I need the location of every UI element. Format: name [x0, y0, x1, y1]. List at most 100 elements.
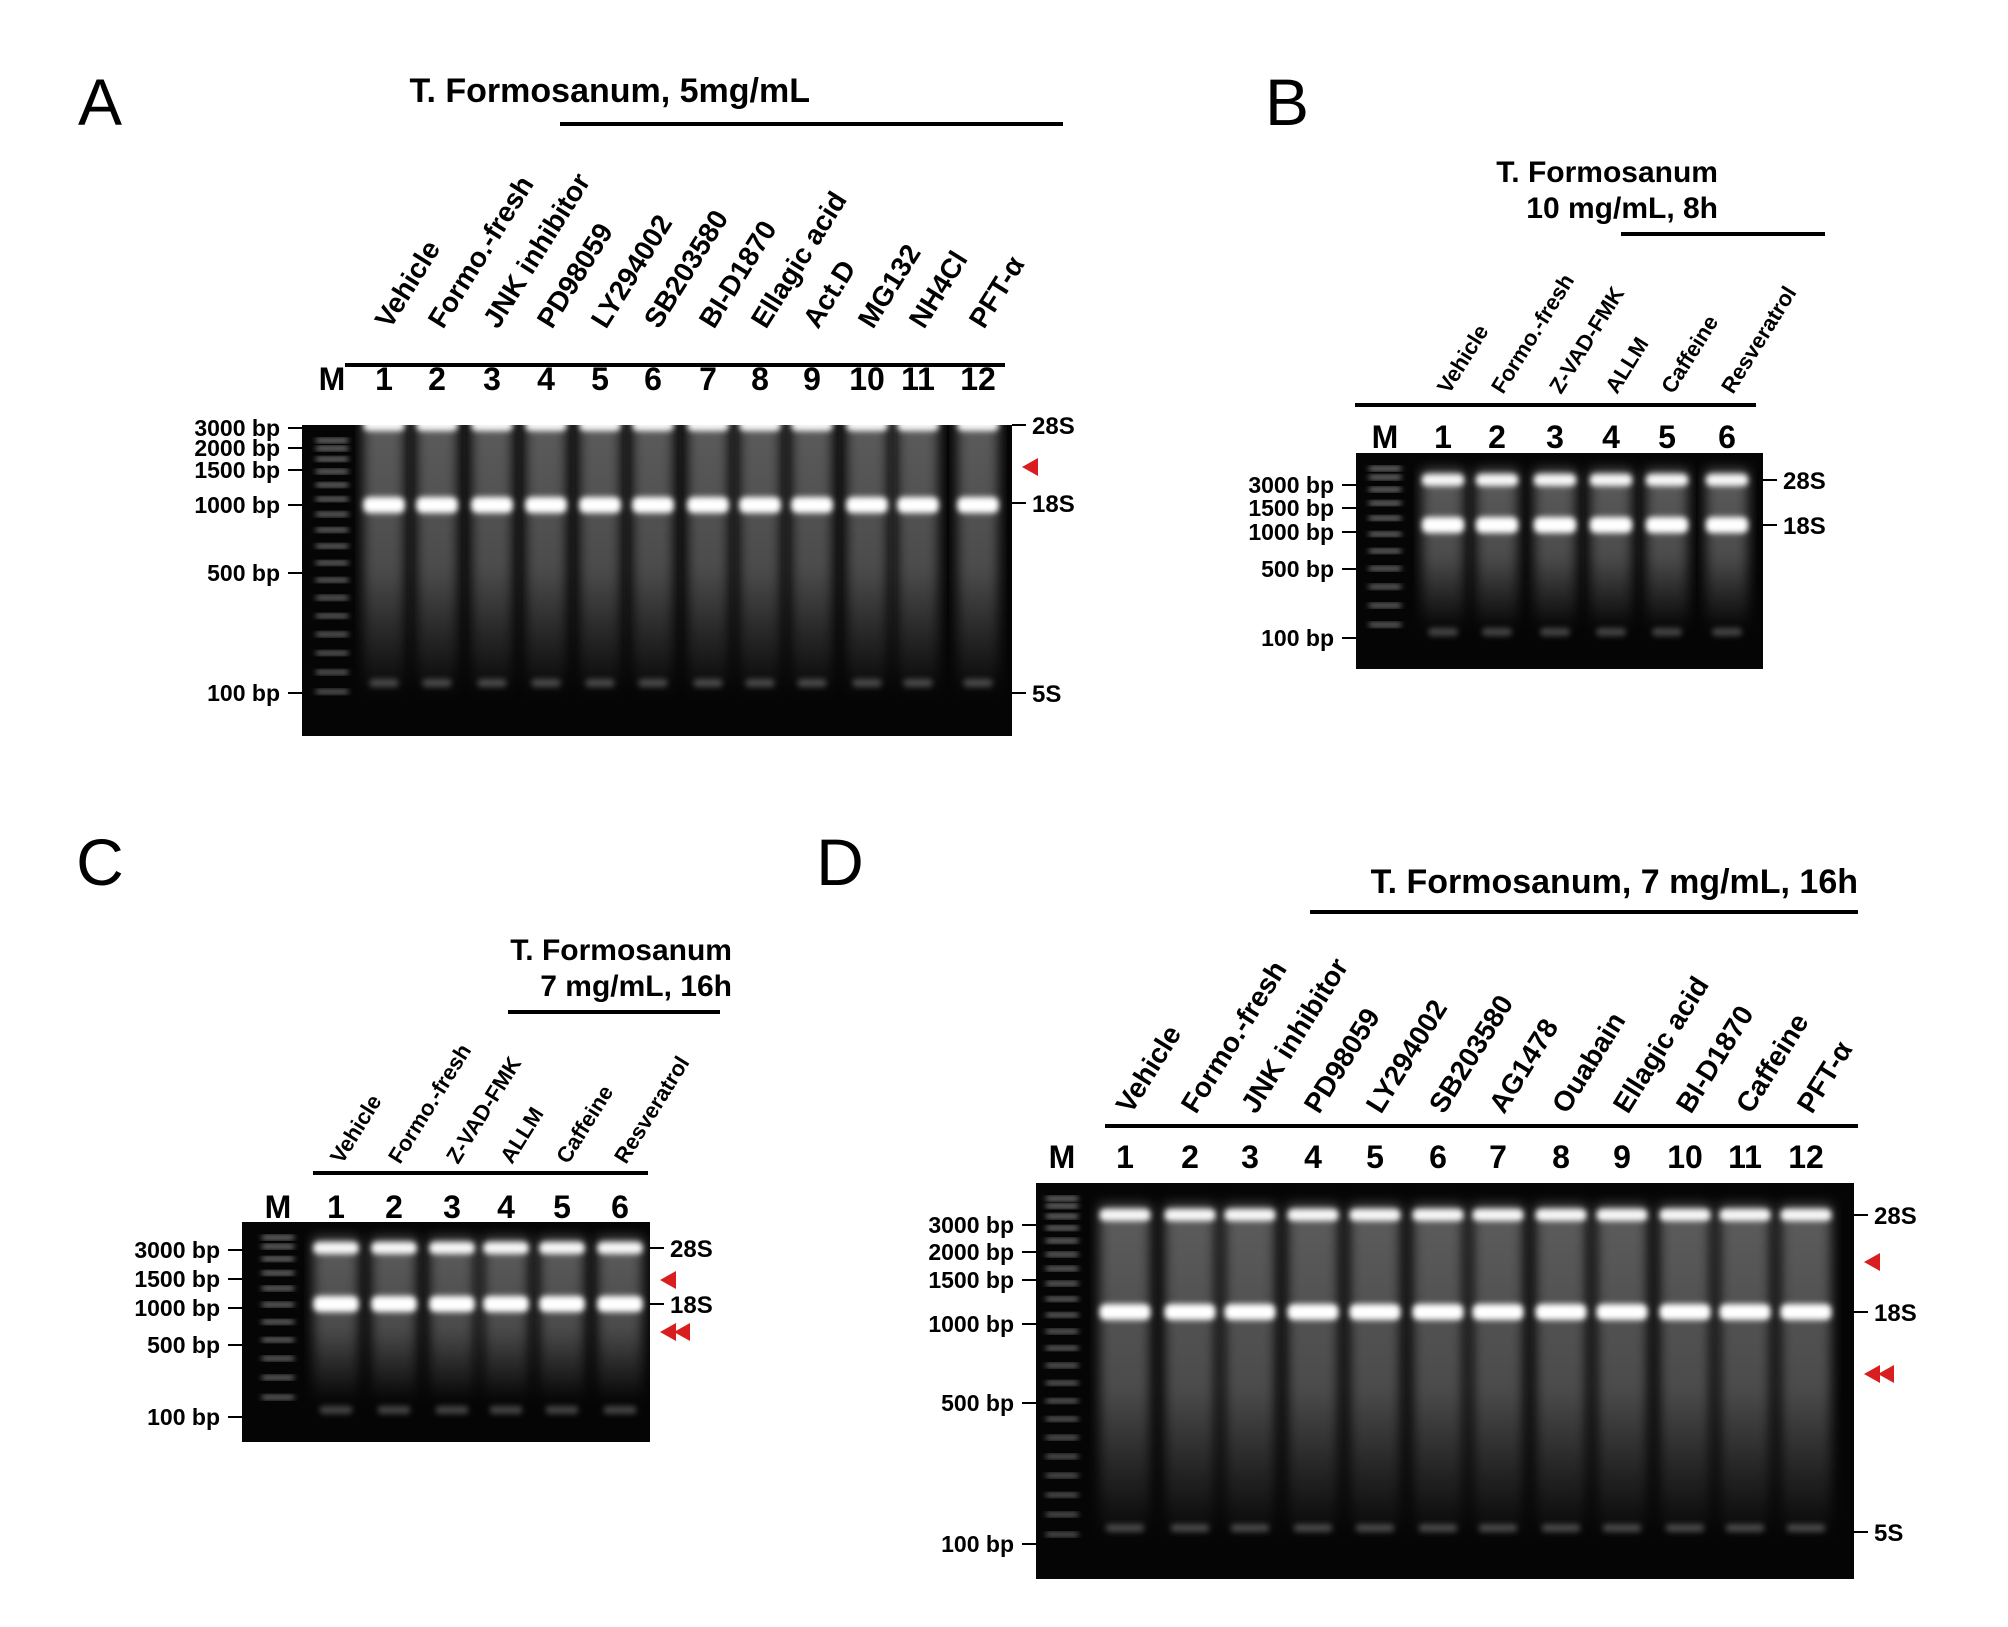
arrowhead-icon — [660, 1323, 676, 1341]
ladder-size-label-D-1: 3000 bp — [928, 1212, 1014, 1238]
lane-number-A-10: 10 — [849, 361, 885, 397]
sample-lane-D-8 — [1535, 1205, 1587, 1539]
lane-number-A-7: 7 — [699, 361, 717, 397]
lane-number-D-3: 3 — [1241, 1139, 1259, 1175]
marker-lane-label-C: M — [265, 1189, 292, 1225]
sample-lane-D-4 — [1287, 1205, 1339, 1539]
lane-number-B-5: 5 — [1658, 419, 1676, 455]
panel-label-C: C — [76, 825, 124, 899]
lane-number-A-6: 6 — [644, 361, 662, 397]
sample-lane-D-3 — [1224, 1205, 1276, 1539]
lane-number-C-2: 2 — [385, 1189, 403, 1225]
lane-number-B-4: 4 — [1602, 419, 1620, 455]
panel-label-B: B — [1265, 65, 1309, 139]
ladder-size-label-D-3: 1500 bp — [928, 1267, 1014, 1293]
lane-number-D-5: 5 — [1366, 1139, 1384, 1175]
rrna-label-A-18S: 18S — [1032, 491, 1075, 518]
ladder-lane-A — [316, 439, 348, 694]
lane-number-D-8: 8 — [1552, 1139, 1570, 1175]
lane-number-B-6: 6 — [1718, 419, 1736, 455]
sample-lane-D-5 — [1349, 1205, 1401, 1539]
sample-lane-A-2 — [416, 415, 458, 696]
lane-number-C-1: 1 — [327, 1189, 345, 1225]
lane-number-A-2: 2 — [428, 361, 446, 397]
sample-lane-D-9 — [1596, 1205, 1648, 1539]
treatment-title-C-line-2: 7 mg/mL, 16h — [540, 970, 732, 1003]
ladder-size-label-D-5: 500 bp — [941, 1390, 1014, 1416]
arrowhead-icon — [1864, 1253, 1880, 1271]
arrowhead-icon — [660, 1271, 676, 1289]
lane-number-A-1: 1 — [375, 361, 393, 397]
sample-lane-B-3 — [1533, 470, 1577, 636]
sample-lane-A-10 — [846, 415, 888, 696]
sample-lane-A-7 — [687, 415, 729, 696]
rrna-label-A-28S: 28S — [1032, 413, 1075, 440]
lane-number-C-6: 6 — [611, 1189, 629, 1225]
sample-lane-D-7 — [1472, 1205, 1524, 1539]
ladder-size-label-B-2: 1500 bp — [1248, 495, 1334, 521]
lane-number-D-9: 9 — [1613, 1139, 1631, 1175]
ladder-size-label-B-4: 500 bp — [1261, 556, 1334, 582]
sample-lane-A-5 — [579, 415, 621, 696]
lane-number-A-11: 11 — [901, 361, 935, 397]
ladder-size-label-B-5: 100 bp — [1261, 625, 1334, 651]
ladder-size-label-C-4: 500 bp — [147, 1332, 220, 1358]
lane-number-D-1: 1 — [1116, 1139, 1134, 1175]
lane-number-C-3: 3 — [443, 1189, 461, 1225]
rrna-label-B-18S: 18S — [1783, 513, 1826, 540]
lane-number-A-12: 12 — [960, 361, 996, 397]
arrowhead-icon — [1022, 458, 1038, 476]
sample-lane-B-6 — [1705, 470, 1749, 636]
ladder-size-label-D-2: 2000 bp — [928, 1239, 1014, 1265]
sample-lane-D-12 — [1780, 1205, 1832, 1539]
panel-label-D: D — [816, 825, 864, 899]
rrna-label-C-18S: 18S — [670, 1292, 713, 1319]
sample-lane-A-4 — [525, 415, 567, 696]
condition-label-C-6: Resveratrol — [609, 1052, 694, 1168]
sample-lane-A-11 — [897, 415, 939, 696]
lane-number-D-2: 2 — [1181, 1139, 1199, 1175]
lane-number-D-10: 10 — [1667, 1139, 1703, 1175]
ladder-size-label-B-1: 3000 bp — [1248, 472, 1334, 498]
sample-lane-C-4 — [483, 1238, 529, 1414]
lane-number-A-9: 9 — [803, 361, 821, 397]
condition-label-B-1: Vehicle — [1432, 320, 1493, 398]
lane-number-A-5: 5 — [591, 361, 609, 397]
sample-lane-A-12 — [957, 415, 999, 696]
rrna-label-D-18S: 18S — [1874, 1300, 1917, 1327]
sample-lane-C-2 — [371, 1238, 417, 1414]
ladder-size-label-A-6: 100 bp — [207, 680, 280, 706]
sample-lane-C-1 — [313, 1238, 359, 1414]
ladder-lane-D — [1046, 1197, 1078, 1536]
ladder-lane-B — [1369, 467, 1401, 627]
rrna-label-C-28S: 28S — [670, 1236, 713, 1263]
marker-lane-label-B: M — [1372, 419, 1399, 455]
ladder-size-label-C-1: 3000 bp — [134, 1237, 220, 1263]
sample-lane-B-5 — [1645, 470, 1689, 636]
sample-lane-D-6 — [1412, 1205, 1464, 1539]
lane-number-A-3: 3 — [483, 361, 501, 397]
ladder-size-label-A-4: 1000 bp — [194, 492, 280, 518]
lane-number-C-5: 5 — [553, 1189, 571, 1225]
ladder-size-label-A-1: 3000 bp — [194, 415, 280, 441]
condition-label-B-4: ALLM — [1600, 333, 1654, 398]
sample-lane-A-6 — [632, 415, 674, 696]
condition-label-A-12: PFT-α — [963, 251, 1031, 333]
rrna-label-A-5S: 5S — [1032, 681, 1061, 708]
sample-lane-B-2 — [1475, 470, 1519, 636]
ladder-size-label-C-5: 100 bp — [147, 1404, 220, 1430]
condition-label-B-5: Caffeine — [1656, 311, 1723, 398]
ladder-size-label-A-3: 1500 bp — [194, 457, 280, 483]
ladder-size-label-D-4: 1000 bp — [928, 1311, 1014, 1337]
lane-number-D-12: 12 — [1788, 1139, 1824, 1175]
lane-number-D-11: 11 — [1728, 1139, 1762, 1175]
sample-lane-A-9 — [791, 415, 833, 696]
lane-number-B-1: 1 — [1434, 419, 1452, 455]
lane-number-D-7: 7 — [1489, 1139, 1507, 1175]
sample-lane-B-4 — [1589, 470, 1633, 636]
ladder-size-label-C-2: 1500 bp — [134, 1266, 220, 1292]
treatment-title-B-line-1: T. Formosanum — [1496, 156, 1718, 189]
treatment-title-C-line-1: T. Formosanum — [510, 934, 732, 967]
ladder-lane-C — [262, 1236, 294, 1399]
